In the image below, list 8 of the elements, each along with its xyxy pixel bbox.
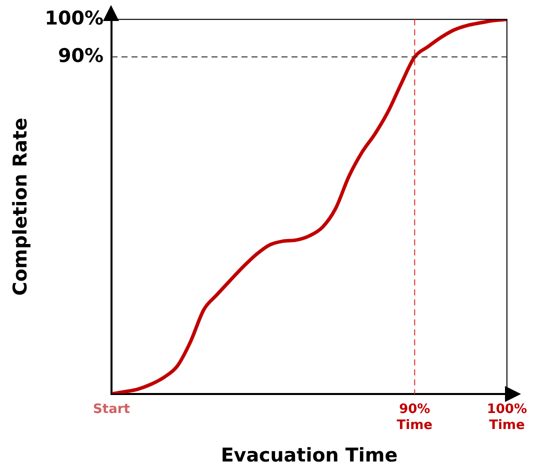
y-tick-label: 90% (58, 44, 104, 67)
x-axis-title: Evacuation Time (220, 444, 398, 467)
y-tick-label: 100% (44, 7, 104, 30)
x-tick-label: 90% Time (396, 402, 433, 433)
x-tick-label: Start (93, 402, 130, 418)
y-axis-title: Completion Rate (9, 118, 32, 296)
x-tick-label: 100% Time (486, 402, 528, 433)
line-series (110, 19, 509, 394)
